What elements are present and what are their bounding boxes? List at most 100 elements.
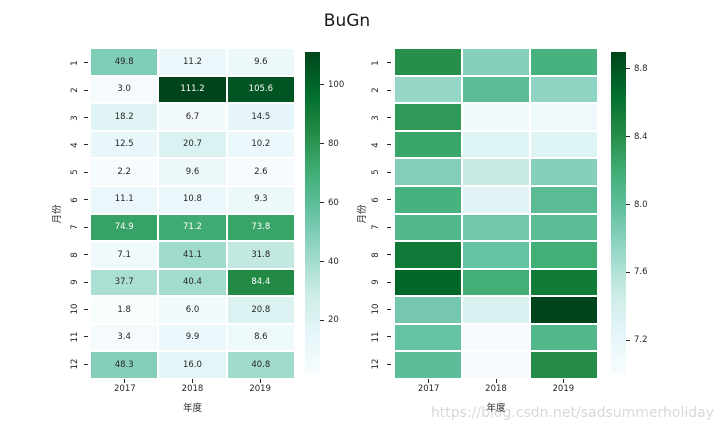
heatmap-cell: 1.8: [91, 297, 158, 323]
colorbar-tick-label: 80: [328, 138, 339, 149]
heatmap-cell: [395, 242, 461, 268]
colorbar: [305, 52, 320, 374]
y-tick-mark: [387, 199, 391, 201]
heatmap-cell: [463, 297, 529, 323]
y-tick-mark: [84, 254, 88, 256]
y-tick-mark: [84, 89, 88, 91]
y-tick-mark: [84, 281, 88, 283]
heatmap-cell: 2.2: [91, 159, 158, 185]
colorbar-tick-label: 40: [328, 256, 339, 267]
heatmap-cell: 9.3: [227, 186, 294, 213]
heatmap-cell: [463, 324, 529, 351]
y-tick-mark: [84, 171, 88, 173]
heatmap-cell: [463, 186, 529, 213]
y-tick-mark: [387, 117, 391, 119]
heatmap-cell: 9.6: [227, 49, 294, 75]
colorbar-tick-mark: [320, 261, 324, 263]
y-tick-mark: [387, 336, 391, 338]
heatmap-grid: 49.8 11.2 9.6 3.0 111.2 105.6 18.2 6.7 14.5 12.5 2…: [91, 49, 294, 378]
y-tick-mark: [387, 89, 391, 91]
y-tick-label: 11: [371, 331, 381, 343]
heatmap-cell: [395, 104, 461, 130]
heatmap-cell: 3.4: [91, 324, 158, 351]
y-tick-mark: [387, 171, 391, 173]
heatmap-cell: 7.1: [91, 242, 158, 268]
y-tick-label: 7: [70, 224, 80, 230]
heatmap-cell: [463, 131, 529, 158]
heatmap-cell: 14.5: [227, 104, 294, 130]
y-tick-label: 3: [70, 114, 80, 121]
y-tick-label: 12: [70, 358, 80, 370]
y-tick-label: 4: [371, 142, 381, 148]
colorbar-tick-label: 7.2: [634, 335, 648, 346]
heatmap-cell: 8.6: [227, 324, 294, 351]
heatmap-cell: 37.7: [91, 269, 158, 296]
heatmap-cell: 73.8: [227, 214, 294, 241]
y-tick-mark: [84, 62, 88, 64]
heatmap-cell: [463, 159, 529, 185]
x-tick-label: 2017: [114, 384, 136, 394]
colorbar-tick-label: 8.0: [634, 199, 648, 210]
heatmap-cell: 48.3: [91, 352, 158, 378]
y-tick-label: 8: [70, 251, 80, 258]
heatmap-cell: [531, 242, 597, 268]
heatmap-cell: [531, 159, 597, 185]
colorbar-tick-mark: [626, 339, 630, 341]
x-tick-mark: [562, 379, 564, 383]
heatmap-cell: [463, 269, 529, 296]
heatmap-cell: [531, 131, 597, 158]
y-tick-mark: [387, 308, 391, 310]
y-tick-label: 4: [70, 142, 80, 148]
watermark: https://blog.csdn.net/sadsummerholiday: [430, 405, 714, 421]
y-axis-label: 月份: [357, 203, 368, 224]
y-tick-mark: [84, 226, 88, 228]
heatmap-cell: 71.2: [159, 214, 226, 241]
heatmap-cell: [531, 324, 597, 351]
y-tick-label: 9: [70, 279, 80, 285]
x-tick-label: 2019: [552, 384, 575, 394]
heatmap-cell: 6.0: [159, 297, 226, 323]
heatmap-cell: [395, 76, 461, 103]
heatmap-cell: 9.9: [159, 324, 226, 351]
heatmap-cell: [395, 49, 461, 75]
y-tick-label: 2: [371, 87, 381, 93]
heatmap-cell: [463, 352, 529, 378]
heatmap-cell: [395, 269, 461, 296]
heatmap-cell: [531, 269, 597, 296]
heatmap-cell: 84.4: [227, 269, 294, 296]
colorbar-tick-label: 8.4: [634, 131, 648, 142]
heatmap-cell: 41.1: [159, 242, 226, 268]
y-tick-label: 3: [371, 114, 381, 121]
y-tick-label: 9: [371, 279, 381, 285]
y-tick-mark: [387, 254, 391, 256]
x-tick-mark: [124, 379, 126, 383]
x-axis-label: 年度: [182, 403, 203, 414]
colorbar: [611, 52, 626, 374]
x-tick-mark: [428, 379, 430, 383]
heatmap-cell: [395, 159, 461, 185]
x-tick-label: 2017: [417, 384, 440, 394]
heatmap-cell: 6.7: [159, 104, 226, 130]
colorbar-tick-label: 7.6: [634, 267, 648, 278]
colorbar-tick-label: 8.8: [634, 63, 648, 74]
y-tick-mark: [387, 226, 391, 228]
y-tick-mark: [84, 144, 88, 146]
colorbar-tick-label: 100: [328, 79, 345, 90]
colorbar-tick-mark: [626, 271, 630, 273]
colorbar-tick-label: 20: [328, 315, 339, 326]
y-tick-label: 6: [70, 197, 80, 203]
heatmap-cell: 20.8: [227, 297, 294, 323]
x-tick-label: 2018: [485, 384, 507, 394]
y-tick-mark: [387, 144, 391, 146]
colorbar-tick-mark: [320, 319, 324, 321]
colorbar-tick-mark: [320, 143, 324, 145]
y-tick-mark: [84, 308, 88, 310]
heatmap-cell: 18.2: [91, 104, 158, 130]
x-tick-mark: [192, 379, 193, 383]
colorbar-tick-label: 60: [328, 197, 339, 208]
y-tick-label: 12: [371, 358, 381, 370]
heatmap-cell: 9.6: [159, 159, 226, 185]
